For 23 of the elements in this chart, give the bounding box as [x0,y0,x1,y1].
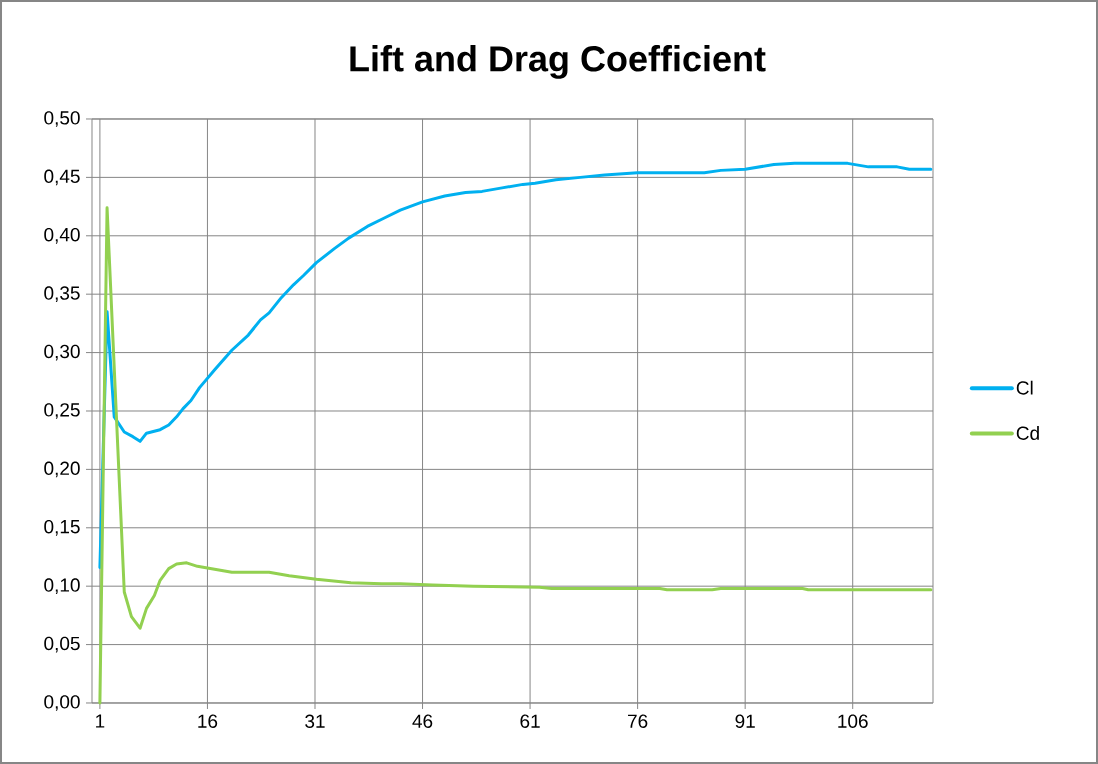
y-tick-label: 0,25 [44,403,80,419]
x-tick-label: 16 [198,714,218,728]
y-tick-label: 0,35 [44,286,80,303]
chart-title: Lift and Drag Coefficient [350,45,766,79]
y-tick-label: 0,05 [44,636,80,653]
y-tick-label: 0,20 [44,461,80,478]
legend-label: Cd [1016,425,1039,440]
legend-label: Cl [1016,380,1033,395]
y-tick-label: 0,15 [44,519,80,536]
x-tick-label: 91 [735,714,755,728]
x-tick-label: 76 [628,714,648,728]
y-tick-label: 0,00 [44,695,80,711]
x-tick-label: 31 [305,714,325,728]
line-series [98,206,933,705]
x-tick-label: 106 [838,714,868,728]
x-tick-label: 1 [96,714,105,728]
y-tick-label: 0,50 [44,111,80,127]
x-tick-label: 61 [520,714,540,728]
y-tick-label: 0,30 [44,344,80,361]
y-tick-label: 0,10 [44,578,80,595]
x-tick-label: 46 [412,714,433,728]
y-tick-label: 0,40 [44,227,80,244]
y-tick-label: 0,45 [44,169,80,186]
